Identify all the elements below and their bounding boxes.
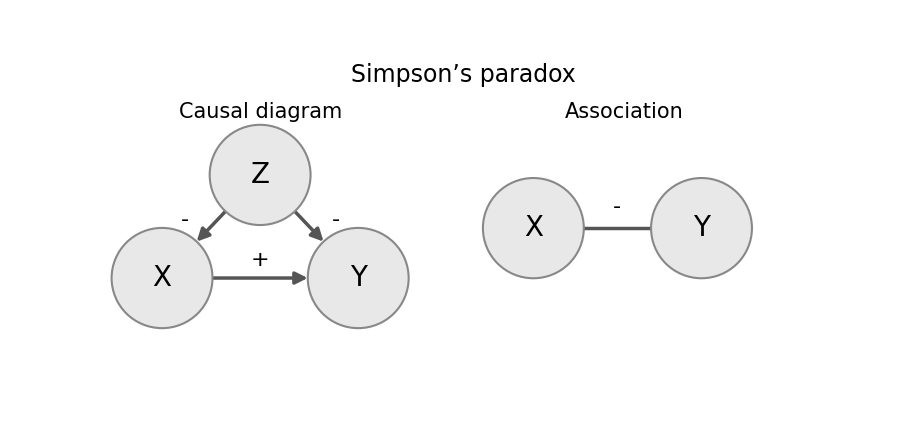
Text: Association: Association xyxy=(564,102,683,122)
Ellipse shape xyxy=(111,228,212,328)
Text: X: X xyxy=(523,214,543,242)
Ellipse shape xyxy=(650,178,751,278)
Ellipse shape xyxy=(307,228,408,328)
Text: X: X xyxy=(153,264,172,292)
Text: -: - xyxy=(181,210,189,230)
Text: Causal diagram: Causal diagram xyxy=(178,102,341,122)
Text: +: + xyxy=(250,250,269,270)
Ellipse shape xyxy=(209,125,311,225)
Ellipse shape xyxy=(482,178,583,278)
Text: Y: Y xyxy=(349,264,367,292)
Text: -: - xyxy=(613,197,620,216)
Text: Z: Z xyxy=(250,161,269,189)
Text: -: - xyxy=(331,210,340,230)
Text: Simpson’s paradox: Simpson’s paradox xyxy=(350,63,575,87)
Text: Y: Y xyxy=(693,214,709,242)
